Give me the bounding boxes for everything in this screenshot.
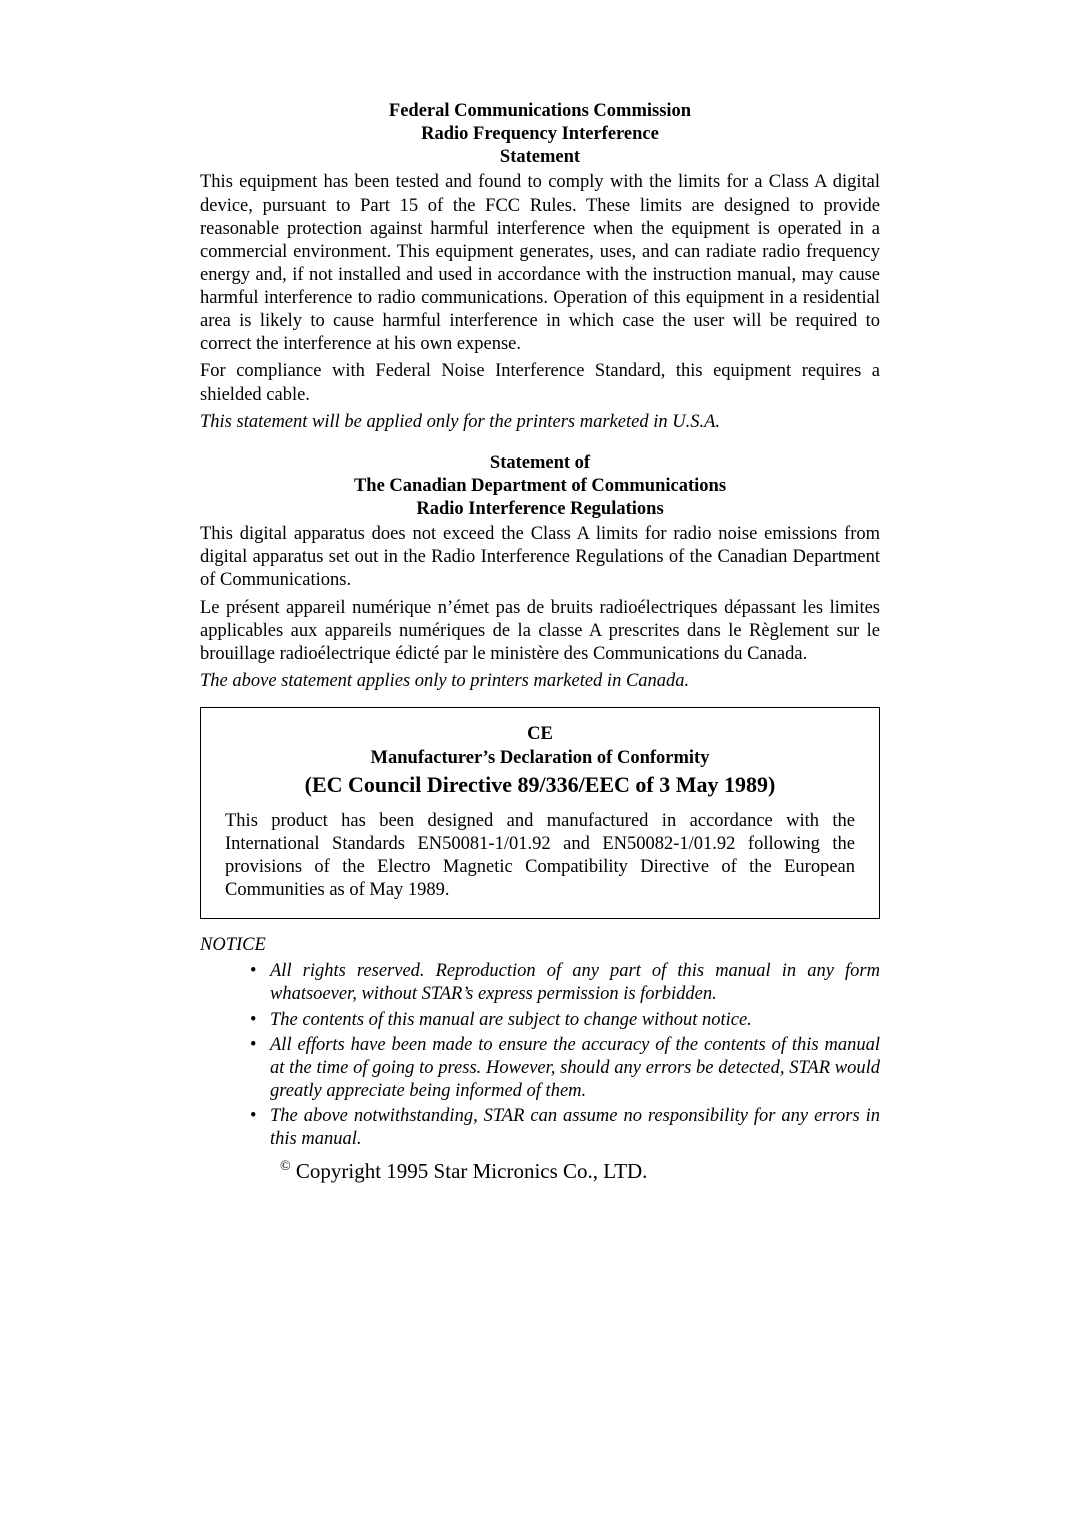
notice-list: All rights reserved. Reproduction of any… [200, 960, 880, 1151]
copyright-icon: © [280, 1159, 291, 1174]
fcc-heading-line3: Statement [200, 146, 880, 169]
section-gap [200, 438, 880, 452]
document-page: Federal Communications Commission Radio … [100, 0, 980, 1264]
ce-body: This product has been designed and manuf… [217, 810, 863, 903]
fcc-heading-line2: Radio Frequency Interference [200, 123, 880, 146]
canada-note: The above statement applies only to prin… [200, 670, 880, 693]
fcc-paragraph-2: For compliance with Federal Noise Interf… [200, 360, 880, 406]
canada-heading-line1: Statement of [200, 452, 880, 475]
canada-heading: Statement of The Canadian Department of … [200, 452, 880, 521]
fcc-heading-line1: Federal Communications Commission [200, 100, 880, 123]
notice-item: The contents of this manual are subject … [250, 1009, 880, 1032]
copyright-line: © Copyright 1995 Star Micronics Co., LTD… [280, 1159, 880, 1184]
ce-declaration-box: CE Manufacturer’s Declaration of Conform… [200, 707, 880, 919]
fcc-heading: Federal Communications Commission Radio … [200, 100, 880, 169]
ce-line2: Manufacturer’s Declaration of Conformity [217, 746, 863, 770]
notice-item: All rights reserved. Reproduction of any… [250, 960, 880, 1006]
canada-paragraph-2: Le présent appareil numérique n’émet pas… [200, 597, 880, 666]
notice-item: All efforts have been made to ensure the… [250, 1034, 880, 1103]
fcc-note: This statement will be applied only for … [200, 411, 880, 434]
canada-heading-line2: The Canadian Department of Communication… [200, 475, 880, 498]
copyright-text: Copyright 1995 Star Micronics Co., LTD. [291, 1159, 648, 1183]
fcc-paragraph-1: This equipment has been tested and found… [200, 171, 880, 356]
canada-paragraph-1: This digital apparatus does not exceed t… [200, 523, 880, 592]
ce-line1: CE [217, 722, 863, 746]
notice-label: NOTICE [200, 935, 880, 956]
ce-line3: (EC Council Directive 89/336/EEC of 3 Ma… [217, 770, 863, 800]
canada-heading-line3: Radio Interference Regulations [200, 498, 880, 521]
notice-item: The above notwithstanding, STAR can assu… [250, 1105, 880, 1151]
